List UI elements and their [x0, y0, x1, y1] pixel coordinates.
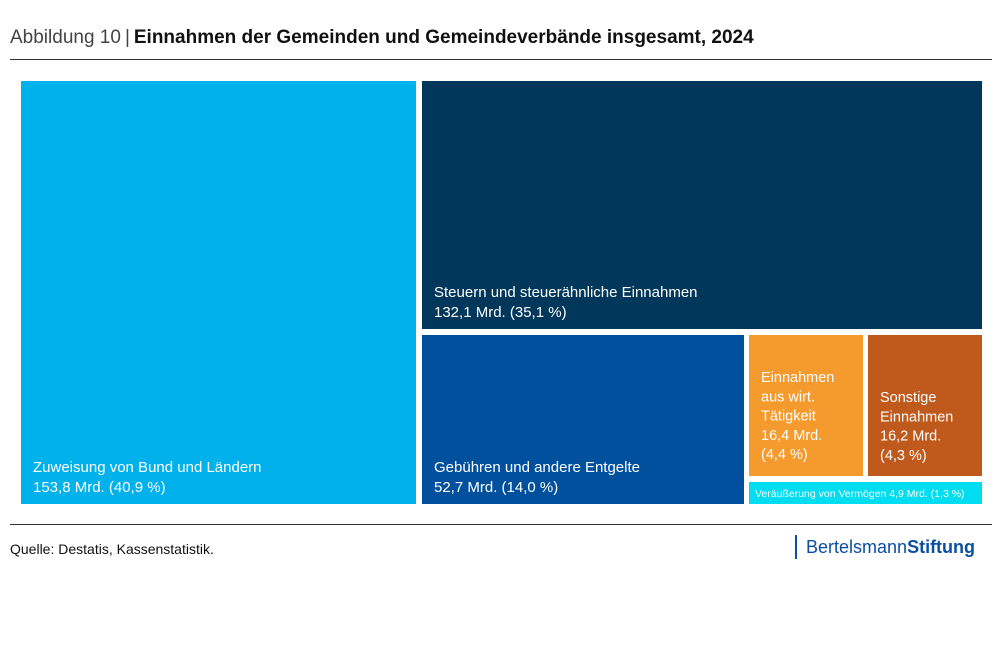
tile-name-zuweisung: Zuweisung von Bund und Ländern	[33, 459, 262, 476]
tile-value-sonstige: (4,3 %)	[880, 448, 927, 464]
tile-name-wirt: aus wirt.	[761, 389, 815, 405]
tile-value-wirt: (4,4 %)	[761, 447, 808, 463]
chart-title: Abbildung 10 | Einnahmen der Gemeinden und…	[10, 27, 754, 49]
treemap-tile-gebuehren	[422, 335, 744, 504]
tile-name-sonstige: Einnahmen	[880, 409, 953, 425]
tile-value-wirt: 16,4 Mrd.	[761, 428, 822, 444]
source-note: Quelle: Destatis, Kassenstatistik.	[10, 541, 214, 557]
tile-name-wirt: Einnahmen	[761, 370, 834, 386]
treemap-tile-zuweisung	[21, 81, 416, 504]
figure-number: Abbildung 10	[10, 27, 121, 48]
logo-text-2: Stiftung	[907, 537, 976, 557]
tile-value-steuern: 132,1 Mrd. (35,1 %)	[434, 304, 567, 321]
tile-name-steuern: Steuern und steuerähnliche Einnahmen	[434, 284, 698, 301]
treemap-tile-veraeusserung	[749, 482, 982, 504]
tile-name-gebuehren: Gebühren und andere Entgelte	[434, 459, 640, 476]
bottom-rule	[10, 524, 992, 525]
tile-name-wirt: Tätigkeit	[761, 409, 816, 425]
title-separator: |	[124, 27, 130, 48]
title-text: Einnahmen der Gemeinden und Gemeindeverb…	[133, 27, 754, 48]
treemap-tile-wirt	[749, 335, 863, 476]
treemap-tile-steuern	[422, 81, 982, 329]
tile-value-sonstige: 16,2 Mrd.	[880, 429, 941, 445]
top-rule	[10, 59, 992, 60]
tile-name-sonstige: Sonstige	[880, 390, 936, 406]
treemap-tile-sonstige	[868, 335, 982, 476]
bertelsmann-logo: BertelsmannStiftung	[795, 535, 975, 559]
logo-text-1: Bertelsmann	[806, 537, 908, 557]
tile-value-zuweisung: 153,8 Mrd. (40,9 %)	[33, 479, 166, 496]
tile-value-gebuehren: 52,7 Mrd. (14,0 %)	[434, 479, 558, 496]
tile-label-veraeusserung: Veräußerung von Vermögen 4,9 Mrd. (1,3 %…	[755, 488, 965, 500]
